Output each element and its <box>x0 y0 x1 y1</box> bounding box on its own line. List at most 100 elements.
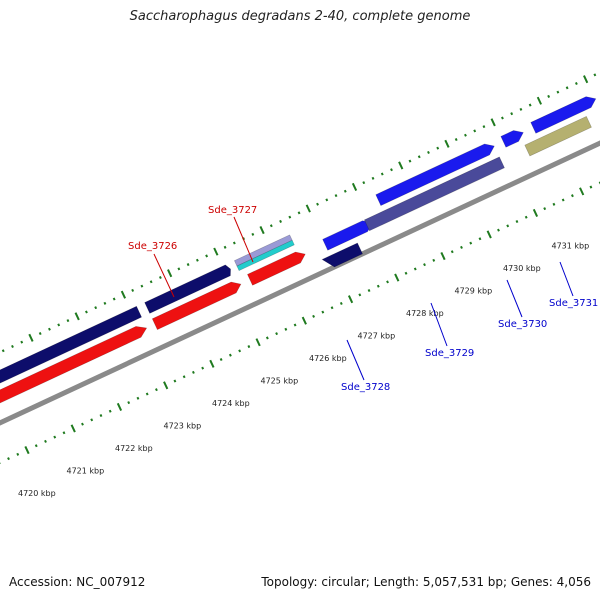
gene-leader-line <box>506 279 523 318</box>
tick-label: 4730 kbp <box>503 264 541 273</box>
tick-label: 4722 kbp <box>115 444 153 453</box>
minor-tick <box>367 289 371 293</box>
major-tick <box>351 182 358 192</box>
minor-tick <box>140 284 144 288</box>
minor-tick <box>390 168 393 172</box>
minor-tick <box>90 418 94 422</box>
gene-arrow[interactable] <box>524 115 592 157</box>
gene-label[interactable]: Sde_3728 <box>341 382 390 393</box>
minor-tick <box>34 444 38 448</box>
accession-label: Accession: NC_007912 <box>9 575 146 589</box>
minor-tick <box>316 202 319 206</box>
minor-tick <box>201 366 205 370</box>
gene-arrow[interactable] <box>247 249 307 286</box>
gene-arrow[interactable] <box>530 93 599 134</box>
minor-tick <box>413 267 417 271</box>
minor-tick <box>279 219 282 223</box>
gene-label[interactable]: Sde_3731 <box>549 298 598 309</box>
gene-arrow[interactable] <box>0 323 149 445</box>
minor-tick <box>450 250 454 254</box>
gene-label[interactable]: Sde_3727 <box>208 205 257 216</box>
minor-tick <box>182 375 186 379</box>
minor-tick <box>469 241 473 245</box>
gene-arrow[interactable] <box>363 156 505 232</box>
genome-backbone <box>0 103 600 463</box>
minor-tick <box>556 90 560 94</box>
minor-tick <box>62 431 66 435</box>
minor-tick <box>205 254 209 258</box>
gene-label[interactable]: Sde_3726 <box>128 241 177 252</box>
minor-tick <box>7 457 10 461</box>
minor-tick <box>482 125 486 129</box>
minor-tick <box>427 150 430 154</box>
ruler-tick-labels: 4720 kbp 4721 kbp 4722 kbp 4723 kbp 4724 kbp… <box>18 242 589 499</box>
minor-tick <box>593 73 597 77</box>
minor-tick <box>574 81 578 86</box>
minor-tick <box>20 340 24 344</box>
minor-tick <box>408 159 412 163</box>
minor-tick <box>297 211 301 215</box>
minor-tick <box>334 194 338 198</box>
gene-arrow[interactable] <box>375 141 497 206</box>
minor-tick <box>219 357 223 362</box>
minor-tick <box>155 388 158 392</box>
minor-tick <box>228 353 232 357</box>
major-tick <box>163 381 169 390</box>
gene-arrow[interactable] <box>0 305 142 429</box>
minor-tick <box>589 185 593 189</box>
major-tick <box>259 226 265 235</box>
major-tick <box>486 230 492 239</box>
major-tick <box>213 247 219 256</box>
minor-tick <box>325 198 329 202</box>
tick-label: 4726 kbp <box>309 354 347 363</box>
major-tick <box>167 269 173 278</box>
major-tick <box>305 204 311 213</box>
minor-tick <box>598 181 600 185</box>
gene-label[interactable]: Sde_3730 <box>498 319 547 330</box>
major-tick <box>70 424 76 433</box>
major-tick <box>536 96 543 105</box>
gene-label[interactable]: Sde_3729 <box>425 348 474 359</box>
minor-tick <box>510 112 514 116</box>
forward-gene-track <box>0 93 599 445</box>
gene-arrow[interactable] <box>321 242 363 270</box>
major-tick <box>120 290 127 299</box>
minor-tick <box>38 332 42 336</box>
minor-tick <box>288 215 292 219</box>
major-tick <box>209 359 215 368</box>
gene-leader-line <box>233 216 254 263</box>
minor-tick <box>473 129 477 133</box>
inner-ruler <box>0 181 600 465</box>
minor-tick <box>501 116 504 120</box>
minor-tick <box>312 314 315 318</box>
minor-tick <box>460 245 463 249</box>
gene-arrow[interactable] <box>236 239 295 271</box>
major-tick <box>255 338 261 347</box>
minor-tick <box>11 344 14 348</box>
minor-tick <box>552 202 556 206</box>
page-title: Saccharophagus degradans 2-40, complete … <box>129 9 471 24</box>
gene-arrow[interactable] <box>151 279 243 331</box>
minor-tick <box>432 258 436 262</box>
minor-tick <box>371 176 375 180</box>
minor-tick <box>515 220 519 224</box>
tick-label: 4721 kbp <box>67 467 105 476</box>
minor-tick <box>358 293 362 297</box>
minor-tick <box>284 327 288 331</box>
minor-tick <box>223 245 227 249</box>
minor-tick <box>81 422 84 426</box>
gene-arrow[interactable] <box>144 264 233 314</box>
minor-tick <box>149 280 153 284</box>
major-tick <box>532 208 539 217</box>
minor-tick <box>94 306 98 310</box>
major-tick <box>440 251 446 261</box>
minor-tick <box>48 327 51 331</box>
minor-tick <box>386 280 389 284</box>
outer-ruler <box>1 73 597 353</box>
minor-tick <box>247 345 251 349</box>
gene-arrow[interactable] <box>500 127 526 148</box>
minor-tick <box>330 306 334 310</box>
gene-leader-line <box>153 253 175 298</box>
